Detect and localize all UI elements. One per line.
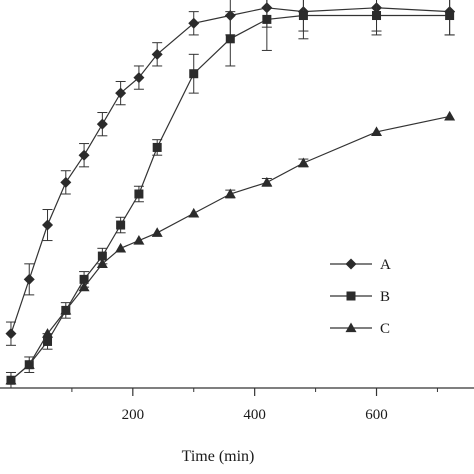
x-tick-label: 600 [365,407,388,423]
data-point-C [23,359,35,369]
data-point-B [372,11,382,21]
data-point-C [261,176,273,187]
data-point-C [60,304,72,315]
data-point-B [298,11,308,21]
data-point-A [5,328,17,340]
x-tick-label: 400 [243,407,266,423]
legend-label: B [380,289,390,305]
data-point-B [225,34,235,44]
legend-item-C: C [330,321,390,337]
data-point-A [151,48,163,60]
data-point-C [133,235,145,245]
data-point-C [297,157,309,168]
legend-marker [345,322,357,333]
legend-label: C [380,321,390,337]
data-point-B [43,336,53,346]
data-point-B [152,142,162,152]
series-C [5,110,456,385]
data-point-A [60,176,72,188]
series-layer [5,0,456,389]
legend-item-B: B [330,289,390,305]
data-point-A [133,72,145,84]
series-line-C [10,115,450,381]
data-point-A [188,17,200,29]
legend: ABC [330,257,391,337]
data-point-A [78,149,90,161]
data-point-B [79,274,89,284]
data-point-A [115,87,127,99]
data-point-C [444,110,456,121]
data-point-C [42,328,54,338]
data-point-B [116,220,126,230]
x-axis-title: Time (min) [182,448,255,465]
legend-item-A: A [330,257,391,273]
legend-marker [345,258,357,270]
data-point-B [134,189,144,199]
data-point-C [115,242,127,253]
x-tick-label: 200 [122,407,145,423]
legend-label: A [380,257,391,273]
x-axis-ticks: 200 400 600 [71,388,438,423]
data-point-C [78,281,90,292]
legend-marker [346,291,356,301]
data-point-C [188,207,200,218]
data-point-B [97,251,107,261]
data-point-A [96,118,108,130]
data-point-B [262,14,272,24]
data-point-C [224,188,236,199]
data-point-B [189,69,199,79]
data-point-C [96,258,108,268]
data-point-C [5,374,17,385]
data-point-C [371,126,383,137]
data-point-A [42,219,54,231]
data-point-B [445,11,455,21]
data-point-C [151,227,163,237]
data-point-A [23,273,35,285]
